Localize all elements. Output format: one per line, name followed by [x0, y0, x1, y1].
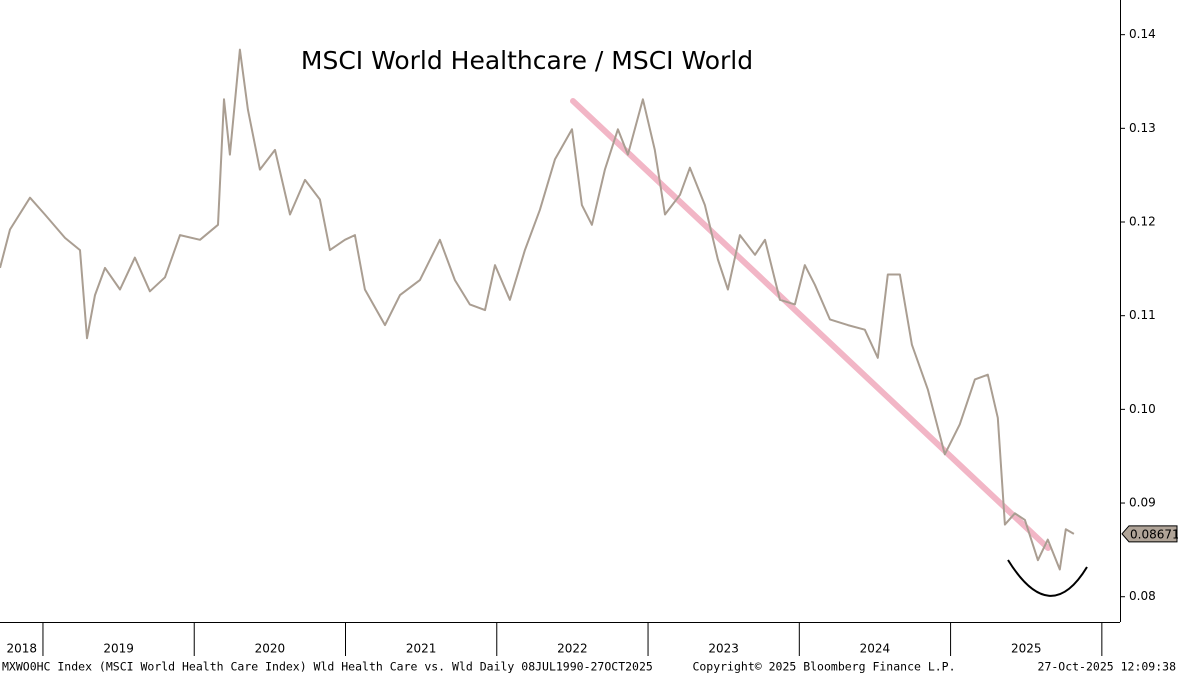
y-tick-label: 0.09 [1129, 496, 1156, 510]
y-tick-label: 0.10 [1129, 402, 1156, 416]
last-value-label: 0.08671 [1130, 527, 1178, 541]
x-tick-label: 2024 [860, 642, 891, 656]
y-tick-label: 0.12 [1129, 215, 1156, 229]
footer-center: Copyright© 2025 Bloomberg Finance L.P. [692, 660, 955, 674]
footer-right: 27-Oct-2025 12:09:38 [1038, 660, 1177, 674]
x-tick-label: 2018 [7, 642, 38, 656]
chart-title: MSCI World Healthcare / MSCI World [301, 46, 753, 75]
y-tick-label: 0.11 [1129, 308, 1156, 322]
y-tick-label: 0.13 [1129, 121, 1156, 135]
x-tick-label: 2021 [406, 642, 437, 656]
y-tick-label: 0.14 [1129, 27, 1156, 41]
x-tick-label: 2022 [557, 642, 588, 656]
x-tick-label: 2023 [708, 642, 739, 656]
last-value-tag [1121, 525, 1178, 543]
bottom-arc [1007, 559, 1088, 597]
trendline [570, 98, 1051, 551]
x-tick-label: 2020 [255, 642, 286, 656]
series-line [0, 48, 1075, 571]
x-tick-label: 2025 [1011, 642, 1042, 656]
x-tick-label: 2019 [103, 642, 134, 656]
footer-left: MXWO0HC Index (MSCI World Health Care In… [2, 660, 653, 674]
y-tick-label: 0.08 [1129, 589, 1156, 603]
